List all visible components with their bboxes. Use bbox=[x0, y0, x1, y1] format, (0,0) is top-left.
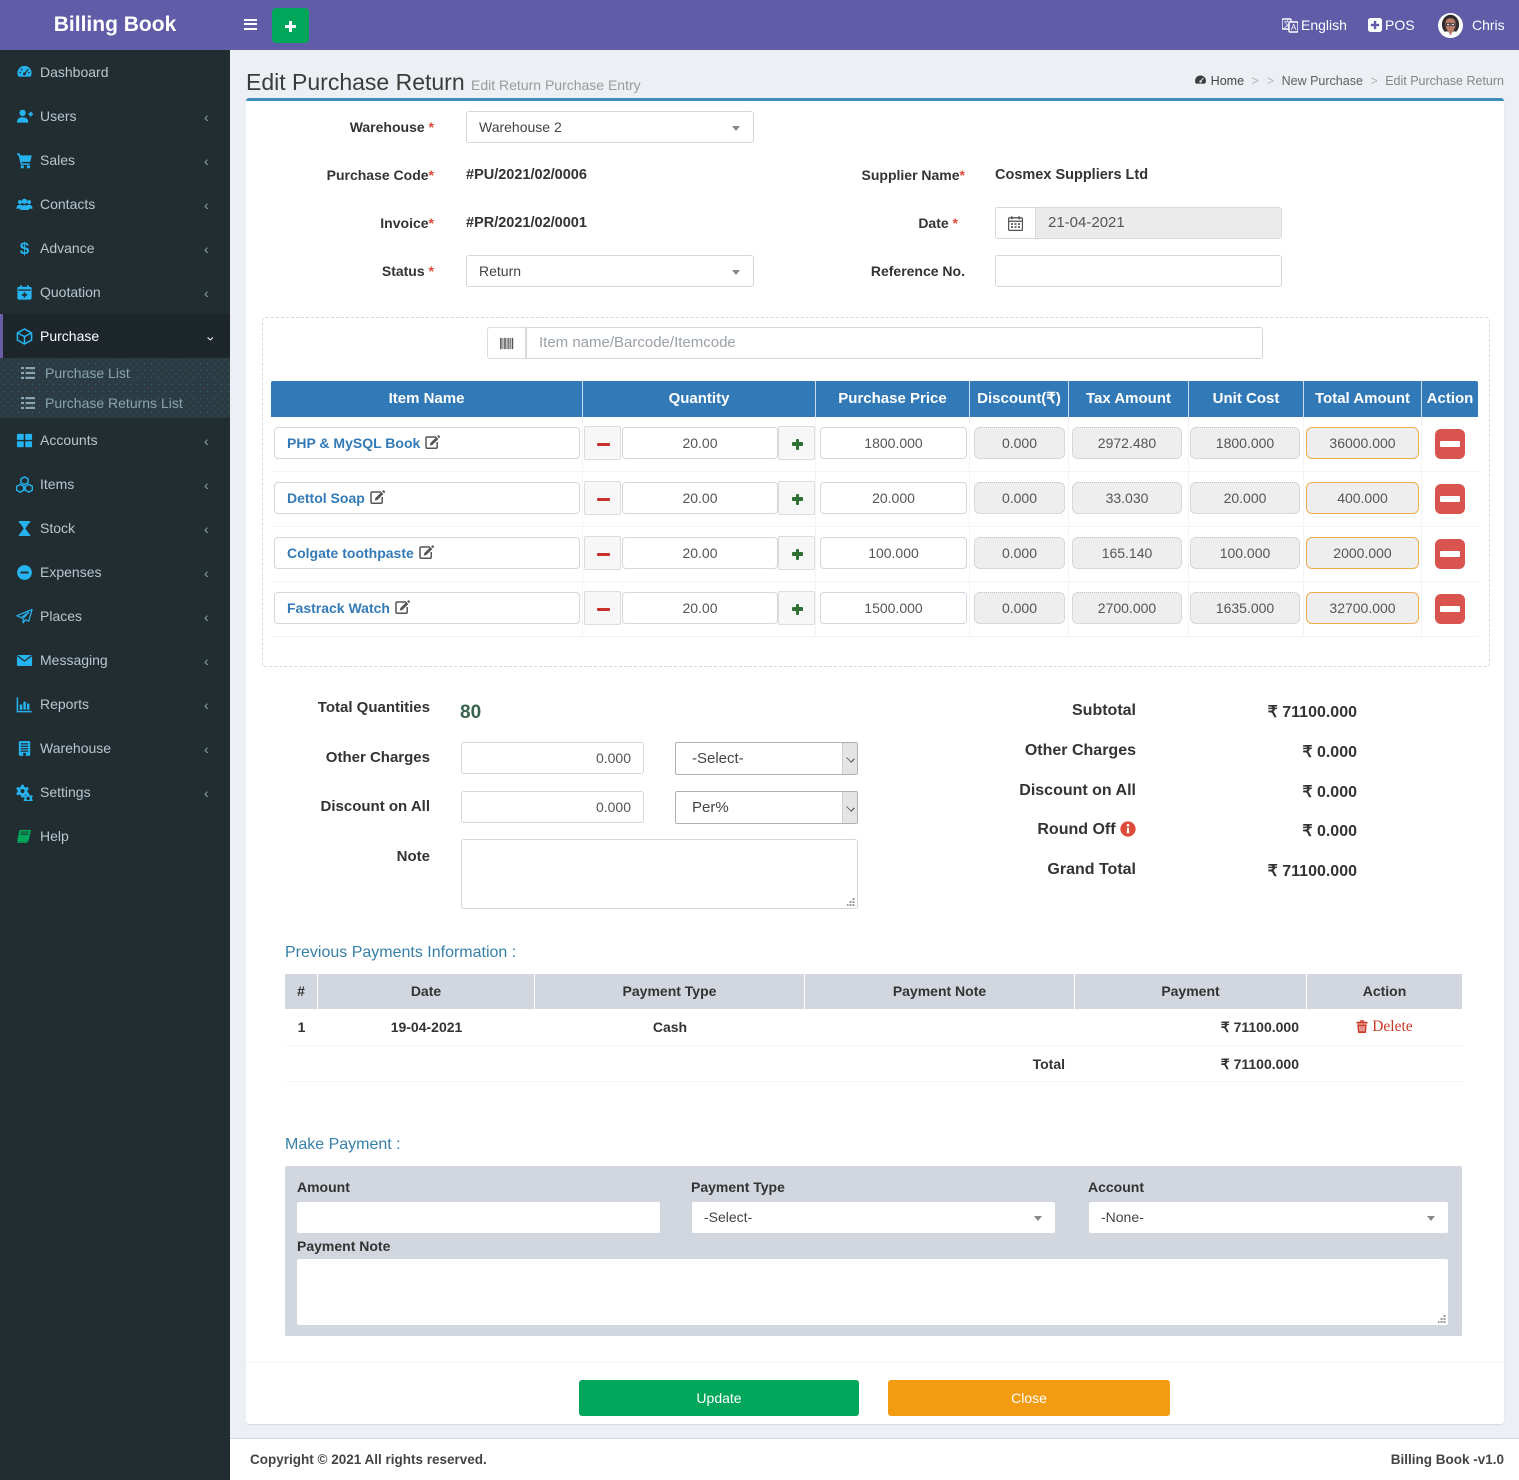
svg-text:文: 文 bbox=[1284, 19, 1292, 29]
svg-text:A: A bbox=[1291, 23, 1297, 32]
